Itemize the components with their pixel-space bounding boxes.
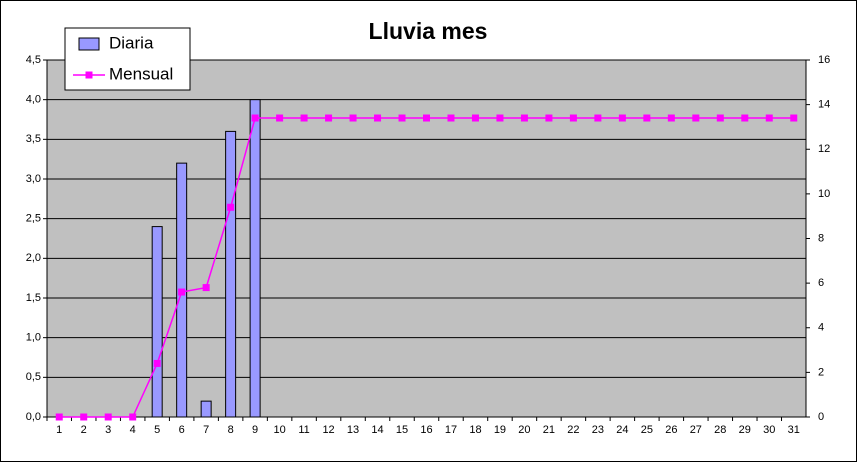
y2-tick-label: 8 xyxy=(818,232,824,244)
y2-tick-label: 10 xyxy=(818,188,830,200)
x-tick-label: 4 xyxy=(130,424,136,436)
x-tick-label: 17 xyxy=(445,424,457,436)
marker xyxy=(520,114,528,122)
marker xyxy=(471,114,479,122)
marker xyxy=(496,114,504,122)
x-tick-label: 10 xyxy=(273,424,285,436)
x-tick-label: 16 xyxy=(420,424,432,436)
marker xyxy=(667,114,675,122)
chart-title: Lluvia mes xyxy=(369,18,488,44)
y2-tick-label: 6 xyxy=(818,277,824,289)
marker xyxy=(716,114,724,122)
marker xyxy=(104,413,112,421)
y-tick-label: 3,5 xyxy=(26,133,41,145)
x-tick-label: 9 xyxy=(252,424,258,436)
bar xyxy=(225,130,237,418)
marker xyxy=(790,114,798,122)
x-tick-label: 6 xyxy=(179,424,185,436)
y-tick-label: 0,0 xyxy=(26,411,41,423)
x-tick-label: 15 xyxy=(396,424,408,436)
x-tick-label: 27 xyxy=(690,424,702,436)
marker xyxy=(80,413,88,421)
y-tick-label: 4,0 xyxy=(26,94,41,106)
marker xyxy=(251,114,259,122)
marker xyxy=(300,114,308,122)
x-tick-label: 7 xyxy=(203,424,209,436)
y-tick-label: 2,5 xyxy=(26,213,41,225)
x-tick-label: 11 xyxy=(298,424,309,436)
marker xyxy=(643,114,651,122)
y2-tick-label: 0 xyxy=(818,411,824,423)
marker xyxy=(202,284,210,292)
marker xyxy=(447,114,455,122)
marker xyxy=(325,114,333,122)
x-tick-label: 1 xyxy=(56,424,62,436)
x-tick-label: 30 xyxy=(763,424,775,436)
y-tick-label: 1,5 xyxy=(26,292,41,304)
x-tick-label: 5 xyxy=(154,424,160,436)
marker xyxy=(55,413,63,421)
x-tick-label: 19 xyxy=(494,424,506,436)
marker xyxy=(594,114,602,122)
x-tick-label: 2 xyxy=(81,424,87,436)
x-tick-label: 3 xyxy=(105,424,111,436)
marker xyxy=(618,114,626,122)
marker xyxy=(349,114,357,122)
y2-tick-label: 4 xyxy=(818,322,824,334)
marker xyxy=(398,114,406,122)
marker xyxy=(374,114,382,122)
bar xyxy=(200,400,212,418)
x-tick-label: 13 xyxy=(347,424,359,436)
y-tick-label: 3,0 xyxy=(26,173,41,185)
marker xyxy=(276,114,284,122)
legend-label: Mensual xyxy=(109,64,173,83)
legend-swatch xyxy=(78,37,100,51)
y2-tick-label: 2 xyxy=(818,366,824,378)
marker xyxy=(129,413,137,421)
x-tick-label: 21 xyxy=(543,424,555,436)
legend-marker xyxy=(85,71,93,79)
bar xyxy=(249,99,261,418)
marker xyxy=(569,114,577,122)
y-tick-label: 0,5 xyxy=(26,371,41,383)
y2-tick-label: 12 xyxy=(818,143,830,155)
y-tick-label: 2,0 xyxy=(26,252,41,264)
marker xyxy=(227,203,235,211)
marker xyxy=(765,114,773,122)
x-tick-label: 18 xyxy=(469,424,481,436)
x-tick-label: 29 xyxy=(739,424,751,436)
marker xyxy=(741,114,749,122)
x-tick-label: 24 xyxy=(616,424,628,436)
marker xyxy=(153,359,161,367)
x-tick-label: 8 xyxy=(228,424,234,436)
x-tick-label: 12 xyxy=(322,424,334,436)
marker xyxy=(178,288,186,296)
marker xyxy=(545,114,553,122)
x-tick-label: 23 xyxy=(592,424,604,436)
x-tick-label: 28 xyxy=(714,424,726,436)
x-tick-label: 14 xyxy=(371,424,383,436)
x-tick-label: 26 xyxy=(665,424,677,436)
x-tick-label: 22 xyxy=(567,424,579,436)
marker xyxy=(423,114,430,122)
y2-tick-label: 16 xyxy=(818,54,830,66)
y2-tick-label: 14 xyxy=(818,99,830,111)
x-tick-label: 20 xyxy=(518,424,530,436)
x-tick-label: 31 xyxy=(788,424,800,436)
bar xyxy=(151,226,163,418)
y-tick-label: 1,0 xyxy=(26,332,41,344)
y-tick-label: 4,5 xyxy=(26,54,41,66)
x-tick-label: 25 xyxy=(641,424,653,436)
marker xyxy=(692,114,700,122)
legend-label: Diaria xyxy=(109,33,154,52)
